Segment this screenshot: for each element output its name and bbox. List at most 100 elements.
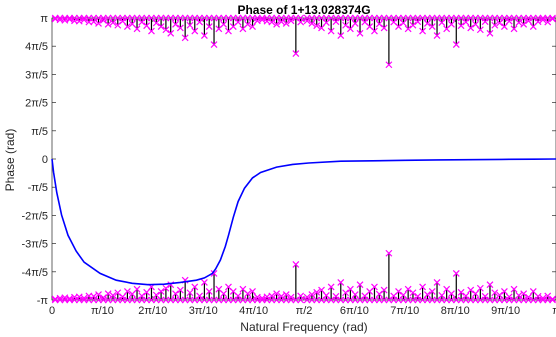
x-marker [244,20,252,28]
x-marker [66,295,74,303]
x-marker [549,295,556,303]
y-tick-label: 4π/5 [25,41,48,53]
x-marker [205,287,213,295]
x-marker [428,287,436,295]
x-marker [297,14,305,22]
x-marker [220,290,228,298]
x-tick-label: 9π/10 [491,305,520,317]
x-marker [258,294,266,302]
x-marker [428,23,436,31]
x-marker [510,285,518,293]
x-marker [186,21,194,29]
x-marker [491,21,499,29]
x-tick-label: 8π/10 [441,305,470,317]
x-marker [395,287,402,295]
x-marker [346,25,354,33]
x-marker [472,290,479,298]
x-marker [337,32,345,39]
x-marker [419,27,427,35]
x-marker [457,22,465,30]
y-tick-label: π [40,13,48,25]
y-tick-label: -2π/5 [21,210,48,222]
x-marker [172,290,179,298]
phase-line [51,158,556,286]
x-marker [292,261,300,268]
x-marker [287,293,295,301]
x-tick-label: π/10 [91,305,114,317]
x-marker [308,291,316,298]
x-marker [123,23,131,31]
y-tick-label: π/5 [31,126,48,138]
x-marker [409,21,417,29]
x-tick-label: 2π/10 [138,305,167,317]
x-marker [220,20,228,28]
x-marker [66,15,74,23]
x-marker [282,291,290,298]
x-marker [342,289,350,297]
x-marker [510,25,518,33]
x-marker [342,21,350,29]
x-marker [486,29,494,37]
x-marker [371,27,378,35]
x-marker [472,20,479,28]
x-marker [104,20,112,28]
x-marker [303,17,311,25]
x-marker [525,17,532,25]
x-marker [371,283,378,291]
x-marker [549,14,556,22]
x-marker [80,16,88,24]
x-tick-label: π/2 [296,305,313,317]
x-marker [346,285,354,293]
x-marker [258,16,266,24]
x-marker [409,289,417,297]
x-marker [123,287,131,295]
x-marker [500,287,508,295]
x-marker [476,26,484,34]
x-marker [313,288,321,296]
x-marker [282,20,290,27]
x-marker [292,50,300,57]
x-marker [419,283,427,291]
x-marker [273,20,281,28]
x-marker [380,286,388,294]
x-marker [95,20,102,27]
y-tick-label: -3π/5 [21,239,48,251]
x-marker [181,34,189,42]
x-marker [244,290,252,298]
y-tick-label: 3π/5 [25,69,48,81]
x-marker [467,286,475,294]
x-marker [385,249,393,257]
x-marker [433,279,441,286]
plot-area: 0 π/10 2π/10 3π/10 4π/10 π/2 6π/10 7π/10 8π/10 9π… [21,13,556,317]
x-marker [327,27,335,35]
x-marker [200,32,208,39]
x-marker [205,23,213,31]
x-tick-label: 6π/10 [340,305,369,317]
x-marker [318,286,325,294]
y-tick-label: -π/5 [28,182,48,194]
x-marker [491,289,499,297]
x-marker [452,270,460,277]
x-tick-label: 7π/10 [390,305,419,317]
x-marker [313,22,321,30]
x-marker [486,281,494,289]
x-marker [210,270,218,277]
x-tick-label: 0 [49,305,55,317]
x-marker [423,291,431,298]
x-marker [525,293,532,301]
x-marker [327,283,335,291]
x-marker [157,287,165,295]
x-marker [385,61,393,69]
x-marker [167,29,175,37]
x-marker [200,279,208,286]
x-marker [210,41,218,48]
x-marker [80,294,88,302]
x-marker [143,22,151,30]
x-marker [273,290,281,298]
x-marker [337,279,345,286]
x-marker [191,27,199,35]
x-marker [249,287,256,295]
x-marker [143,288,151,296]
x-marker [162,26,170,34]
